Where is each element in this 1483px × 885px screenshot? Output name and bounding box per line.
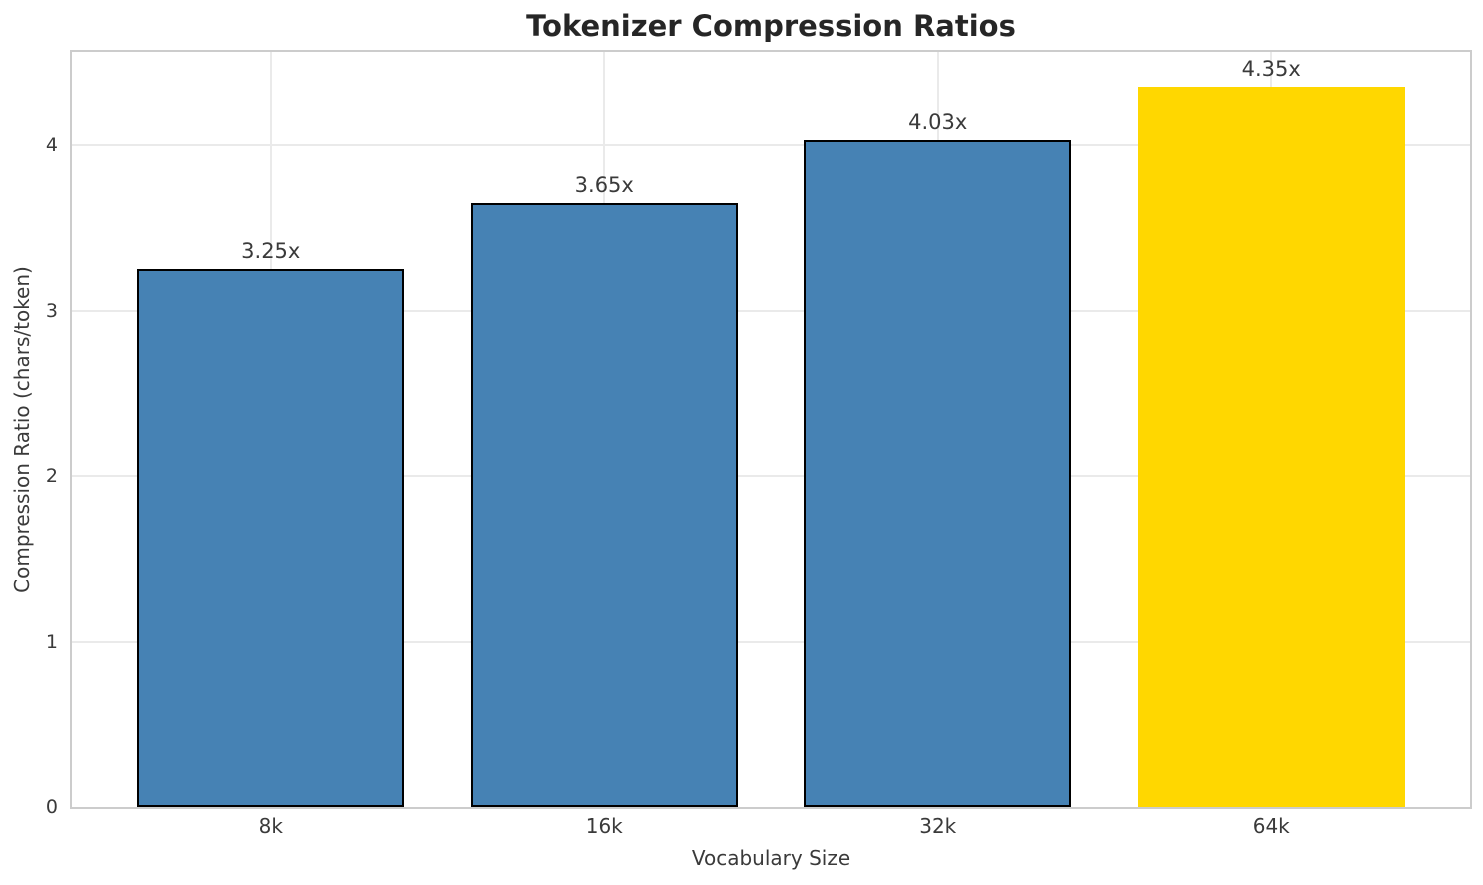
x-axis-label: Vocabulary Size xyxy=(691,846,851,870)
chart-title: Tokenizer Compression Ratios xyxy=(526,9,1016,43)
ytick-label-1: 1 xyxy=(45,630,58,653)
xtick-label-64k: 64k xyxy=(1252,814,1290,838)
bar-16k xyxy=(470,202,738,807)
bar-value-label-8k: 3.25x xyxy=(241,239,301,264)
plot-inner: 3.25x 3.65x 4.03x 4.35x xyxy=(72,52,1470,807)
plot-area: 3.25x 3.65x 4.03x 4.35x xyxy=(70,50,1472,809)
bar-value-label-64k: 4.35x xyxy=(1241,57,1301,82)
ytick-label-2: 2 xyxy=(45,465,58,487)
bar-32k xyxy=(804,140,1072,807)
bar-8k xyxy=(137,269,405,807)
ytick-label-4: 4 xyxy=(45,134,58,156)
xtick-label-16k: 16k xyxy=(585,814,623,838)
xtick-label-32k: 32k xyxy=(919,814,957,838)
ytick-label-0: 0 xyxy=(45,796,58,818)
y-axis-label: Compression Ratio (chars/token) xyxy=(10,266,34,593)
gridline-horizontal-2 xyxy=(72,475,1470,477)
gridline-horizontal-1 xyxy=(72,640,1470,643)
gridline-horizontal-4 xyxy=(72,144,1470,146)
bar-64k xyxy=(1137,87,1405,807)
bar-value-label-16k: 3.65x xyxy=(574,172,634,197)
ytick-label-3: 3 xyxy=(45,299,58,322)
xtick-label-8k: 8k xyxy=(258,814,283,838)
bar-value-label-32k: 4.03x xyxy=(908,110,968,135)
gridline-horizontal-3 xyxy=(72,309,1470,312)
